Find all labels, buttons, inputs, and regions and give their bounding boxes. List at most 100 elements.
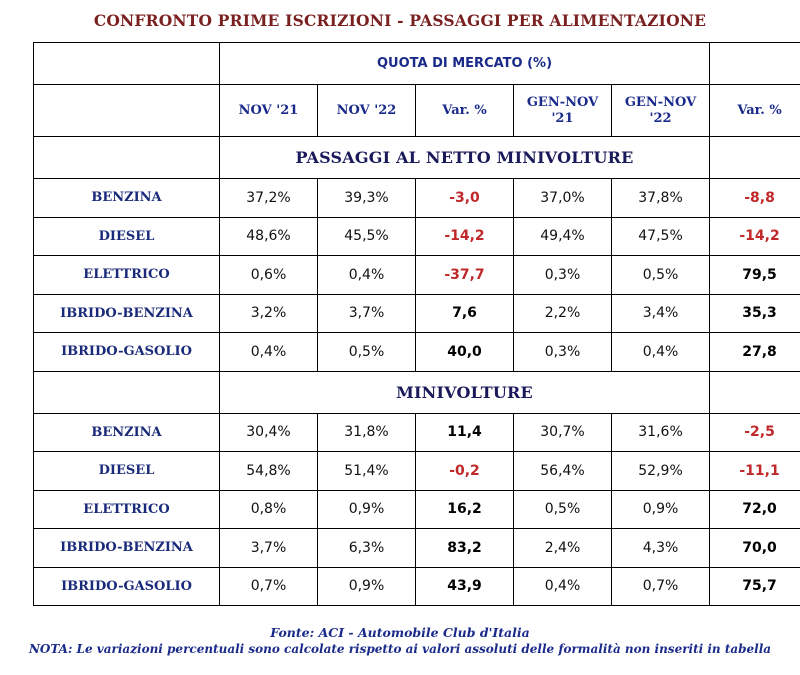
variation-cell: -14,2 — [415, 216, 514, 256]
value-cell: 30,7% — [513, 412, 612, 452]
page-title: CONFRONTO PRIME ISCRIZIONI - PASSAGGI PE… — [93, 11, 707, 30]
value-cell: 45,5% — [317, 216, 416, 256]
value-cell: 30,4% — [219, 412, 318, 452]
variation-cell: -11,1 — [709, 451, 800, 491]
value-cell: 3,2% — [219, 293, 318, 333]
empty-header-cell — [709, 42, 800, 85]
variation-cell: 35,3 — [709, 293, 800, 333]
empty-section-cell — [709, 136, 800, 179]
market-share-table: QUOTA DI MERCATO (%) NOV '21 NOV '22 Var… — [33, 42, 800, 606]
value-cell: 0,9% — [317, 566, 416, 606]
value-cell: 56,4% — [513, 451, 612, 491]
row-label: DIESEL — [33, 216, 220, 256]
value-cell: 4,3% — [610, 528, 711, 568]
value-cell: 39,3% — [317, 178, 416, 218]
column-header: NOV '22 — [317, 84, 416, 137]
variation-cell: -8,8 — [709, 178, 800, 218]
value-cell: 0,4% — [219, 332, 318, 372]
section-row: PASSAGGI AL NETTO MINIVOLTURE — [33, 136, 800, 179]
table-row: IBRIDO-BENZINA 3,7% 6,3% 83,2 2,4% 4,3% 70,0 — [33, 528, 800, 568]
quota-header-row: QUOTA DI MERCATO (%) — [33, 42, 800, 85]
value-cell: 0,7% — [219, 566, 318, 606]
table-row: DIESEL 48,6% 45,5% -14,2 49,4% 47,5% -14,2 — [33, 216, 800, 256]
value-cell: 0,3% — [513, 332, 612, 372]
column-header: NOV '21 — [219, 84, 318, 137]
empty-header-cell — [33, 42, 220, 85]
variation-cell: 40,0 — [415, 332, 514, 372]
value-cell: 6,3% — [317, 528, 416, 568]
value-cell: 0,5% — [317, 332, 416, 372]
table-row: BENZINA 37,2% 39,3% -3,0 37,0% 37,8% -8,8 — [33, 178, 800, 218]
variation-cell: -14,2 — [709, 216, 800, 256]
row-label: IBRIDO-GASOLIO — [33, 332, 220, 372]
variation-cell: 43,9 — [415, 566, 514, 606]
row-label: IBRIDO-BENZINA — [33, 528, 220, 568]
value-cell: 31,8% — [317, 412, 416, 452]
value-cell: 3,7% — [219, 528, 318, 568]
variation-cell: 83,2 — [415, 528, 514, 568]
value-cell: 0,3% — [513, 255, 612, 295]
table-row: IBRIDO-GASOLIO 0,7% 0,9% 43,9 0,4% 0,7% 75,7 — [33, 566, 800, 606]
value-cell: 0,9% — [317, 489, 416, 529]
value-cell: 2,4% — [513, 528, 612, 568]
empty-section-cell — [33, 136, 220, 179]
column-header: Var. % — [709, 84, 800, 137]
empty-section-cell — [709, 370, 800, 414]
variation-cell: -3,0 — [415, 178, 514, 218]
empty-header-cell — [33, 84, 220, 137]
variation-cell: 70,0 — [709, 528, 800, 568]
column-header: Var. % — [415, 84, 514, 137]
table-row: IBRIDO-GASOLIO 0,4% 0,5% 40,0 0,3% 0,4% 27,8 — [33, 332, 800, 372]
row-label: IBRIDO-GASOLIO — [33, 566, 220, 606]
value-cell: 0,4% — [610, 332, 711, 372]
variation-cell: 79,5 — [709, 255, 800, 295]
row-label: DIESEL — [33, 451, 220, 491]
value-cell: 3,4% — [610, 293, 711, 333]
table-row: ELETTRICO 0,8% 0,9% 16,2 0,5% 0,9% 72,0 — [33, 489, 800, 529]
value-cell: 48,6% — [219, 216, 318, 256]
source-note: Fonte: ACI - Automobile Club d'Italia — [270, 625, 530, 640]
variation-cell: 7,6 — [415, 293, 514, 333]
column-header: GEN-NOV '22 — [610, 84, 711, 137]
value-cell: 2,2% — [513, 293, 612, 333]
value-cell: 31,6% — [610, 412, 711, 452]
variation-cell: 75,7 — [709, 566, 800, 606]
empty-section-cell — [33, 370, 220, 414]
row-label: BENZINA — [33, 178, 220, 218]
value-cell: 0,5% — [513, 489, 612, 529]
value-cell: 37,2% — [219, 178, 318, 218]
footnote: NOTA: Le variazioni percentuali sono cal… — [28, 642, 772, 656]
value-cell: 0,4% — [513, 566, 612, 606]
section-row: MINIVOLTURE — [33, 370, 800, 414]
value-cell: 0,6% — [219, 255, 318, 295]
quota-header: QUOTA DI MERCATO (%) — [218, 42, 711, 85]
row-label: BENZINA — [33, 412, 220, 452]
value-cell: 54,8% — [219, 451, 318, 491]
value-cell: 52,9% — [610, 451, 711, 491]
value-cell: 0,9% — [610, 489, 711, 529]
table-row: IBRIDO-BENZINA 3,2% 3,7% 7,6 2,2% 3,4% 35,3 — [33, 293, 800, 333]
variation-cell: 27,8 — [709, 332, 800, 372]
variation-cell: -2,5 — [709, 412, 800, 452]
variation-cell: -0,2 — [415, 451, 514, 491]
value-cell: 51,4% — [317, 451, 416, 491]
value-cell: 37,0% — [513, 178, 612, 218]
table-row: DIESEL 54,8% 51,4% -0,2 56,4% 52,9% -11,1 — [33, 451, 800, 491]
value-cell: 0,4% — [317, 255, 416, 295]
value-cell: 49,4% — [513, 216, 612, 256]
row-label: IBRIDO-BENZINA — [33, 293, 220, 333]
variation-cell: 16,2 — [415, 489, 514, 529]
row-label: ELETTRICO — [33, 255, 220, 295]
variation-cell: -37,7 — [415, 255, 514, 295]
row-label: ELETTRICO — [33, 489, 220, 529]
section-title: MINIVOLTURE — [218, 370, 711, 414]
value-cell: 0,5% — [610, 255, 711, 295]
variation-cell: 11,4 — [415, 412, 514, 452]
value-cell: 37,8% — [610, 178, 711, 218]
table-row: BENZINA 30,4% 31,8% 11,4 30,7% 31,6% -2,5 — [33, 412, 800, 452]
value-cell: 3,7% — [317, 293, 416, 333]
column-header: GEN-NOV '21 — [513, 84, 612, 137]
section-title: PASSAGGI AL NETTO MINIVOLTURE — [218, 136, 711, 179]
value-cell: 0,8% — [219, 489, 318, 529]
variation-cell: 72,0 — [709, 489, 800, 529]
